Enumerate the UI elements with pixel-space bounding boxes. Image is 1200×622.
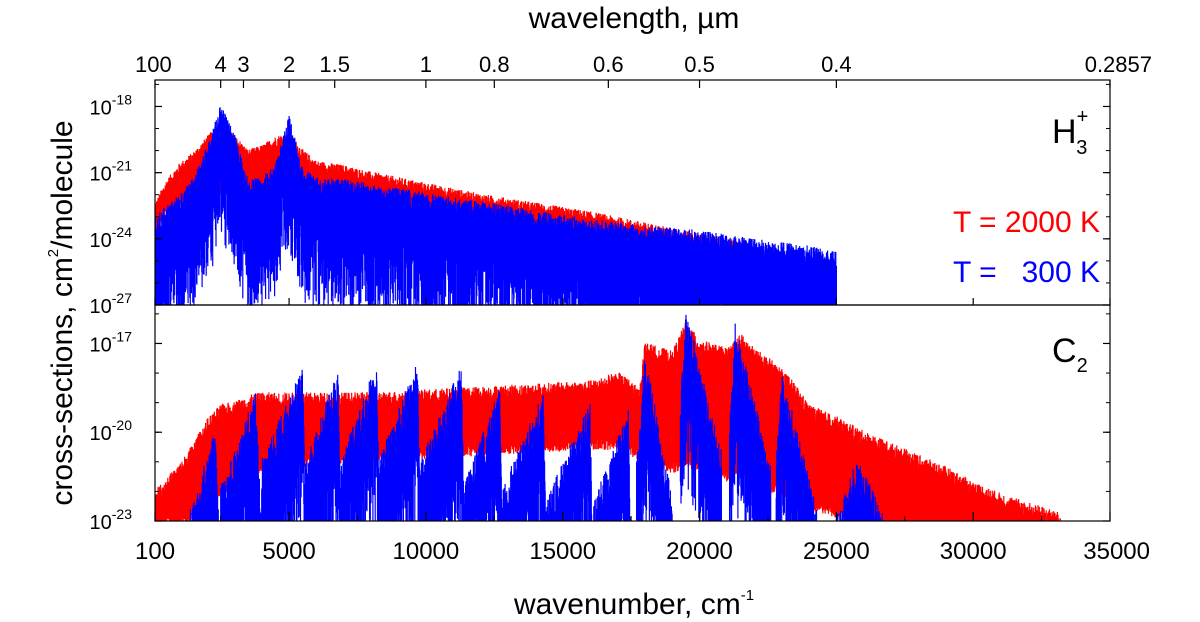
h3plus-molecule-letter: H (1052, 113, 1077, 151)
y-axis-title-main: cross-sections, cm (46, 257, 79, 505)
top-axis-ticks: 100 4 3 2 1.5 1 0.8 0.6 0.5 0.4 0.2857 (135, 52, 1152, 88)
top-tick-label-3: 2 (283, 52, 295, 77)
top-tick-label-10: 0.2857 (1085, 52, 1152, 77)
top-tick-label-9: 0.4 (821, 52, 852, 77)
panel-c2-frame (154, 304, 1111, 522)
series-0-1 (155, 107, 837, 305)
series-1-1-lines (186, 314, 883, 521)
h3plus-molecule-sub: 3 (1076, 137, 1087, 159)
x-tick-label-6: 30000 (940, 538, 1007, 565)
x-tick-label-3: 15000 (529, 538, 596, 565)
top-tick-label-1: 4 (215, 52, 227, 77)
y-tick-base: 10 (90, 97, 112, 119)
c2-molecule-label: C2 (1052, 332, 1088, 377)
legend-2000k: T = 2000 K (953, 206, 1100, 239)
c2-molecule-sub: 2 (1077, 355, 1088, 377)
top-tick-label-2: 3 (237, 52, 249, 77)
c2-molecule-letter: C (1052, 332, 1077, 370)
y-tick-base: 10 (90, 230, 112, 252)
y-tick-label-1-2: 10-23 (90, 506, 133, 534)
y-tick-exp: -24 (112, 224, 132, 240)
c2-series-group (155, 314, 1061, 521)
x-tick-label-0: 100 (135, 538, 175, 565)
y-tick-label-0-0: 10-18 (90, 91, 133, 119)
series-1-1 (186, 314, 883, 521)
bottom-axis-title: wavenumber, cm-1 (513, 587, 754, 621)
y-tick-exp: -18 (112, 91, 132, 107)
y-tick-exp: -17 (112, 328, 132, 344)
y-tick-label-0-3: 10-27 (90, 290, 133, 318)
bottom-axis-title-main: wavenumber, cm (513, 588, 741, 621)
h3plus-molecule-sup: + (1077, 106, 1089, 128)
y-tick-label-0-2: 10-24 (90, 224, 133, 252)
y-tick-label-0-1: 10-21 (90, 158, 133, 186)
top-tick-label-8: 0.5 (684, 52, 715, 77)
y-tick-base: 10 (90, 296, 112, 318)
top-tick-label-7: 0.6 (593, 52, 624, 77)
top-tick-label-6: 0.8 (479, 52, 510, 77)
h3plus-molecule-label: H+ 3 (1052, 106, 1088, 159)
y-axis-title-sup: 2 (45, 249, 62, 257)
y-tick-base: 10 (90, 164, 112, 186)
h3plus-series-group (155, 107, 837, 305)
x-tick-label-7: 35000 (1083, 538, 1150, 565)
x-tick-label-5: 25000 (803, 538, 870, 565)
y-tick-exp: -21 (112, 158, 132, 174)
x-axis-ticks: 100 5000 10000 15000 20000 25000 30000 35000 (135, 298, 1150, 565)
y-tick-label-1-0: 10-17 (90, 328, 133, 356)
x-tick-label-4: 20000 (666, 538, 733, 565)
y-axis-title: cross-sections, cm2/molecule (45, 120, 79, 505)
y-tick-base: 10 (90, 334, 112, 356)
x-tick-label-1: 5000 (262, 538, 315, 565)
y-axis-title-rest: /molecule (46, 120, 79, 248)
legend-300k: T = 300 K (953, 256, 1100, 289)
top-tick-label-0: 100 (135, 52, 172, 77)
top-tick-label-4: 1.5 (319, 52, 350, 77)
top-axis-title: wavelength, µm (528, 2, 740, 35)
series-0-1-lines (155, 107, 837, 305)
y-tick-exp: -20 (112, 417, 132, 433)
y-tick-exp: -27 (112, 290, 132, 306)
top-tick-label-5: 1 (420, 52, 432, 77)
y-tick-label-1-1: 10-20 (90, 417, 133, 445)
x-tick-label-2: 10000 (393, 538, 460, 565)
y-tick-base: 10 (90, 423, 112, 445)
y-tick-base: 10 (90, 512, 112, 534)
y-tick-exp: -23 (112, 506, 132, 522)
bottom-axis-title-sup: -1 (741, 587, 754, 604)
